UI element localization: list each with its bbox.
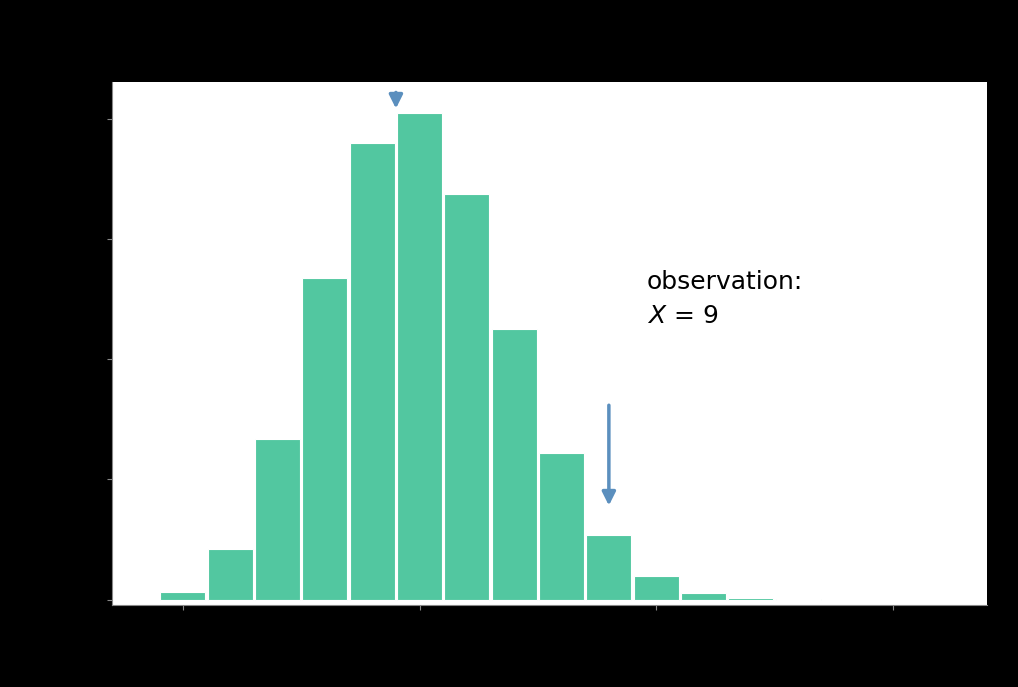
Text: observation:
$\mathit{X}$ = 9: observation: $\mathit{X}$ = 9: [646, 270, 803, 328]
Bar: [397, 113, 442, 600]
Bar: [681, 592, 726, 600]
Bar: [302, 278, 347, 600]
Bar: [445, 194, 490, 600]
Bar: [208, 549, 252, 600]
Bar: [492, 329, 536, 600]
Bar: [540, 453, 584, 600]
Bar: [350, 144, 395, 600]
Bar: [161, 592, 206, 600]
Bar: [728, 598, 774, 600]
X-axis label: number of patients with disease: number of patients with disease: [392, 638, 708, 657]
Bar: [256, 439, 300, 600]
Bar: [586, 534, 631, 600]
Bar: [634, 576, 679, 600]
Y-axis label: probability: probability: [38, 291, 57, 396]
